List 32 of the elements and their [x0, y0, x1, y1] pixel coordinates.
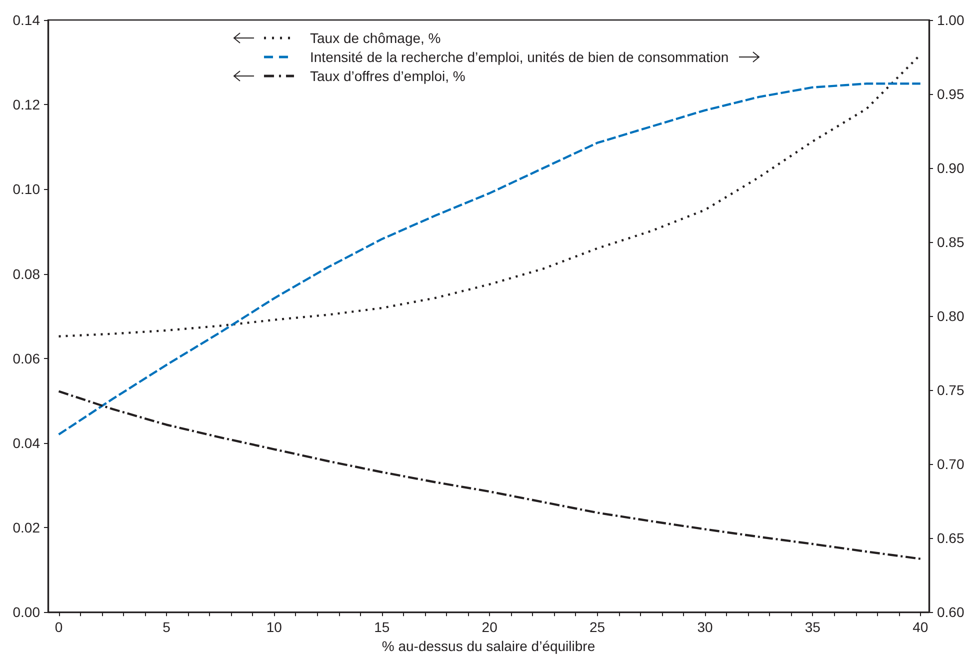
x-tick-label: 15	[374, 619, 390, 636]
legend-label: Intensité de la recherche d’emploi, unités de bien de consommation	[310, 48, 729, 64]
y2-tick-label: 0.80	[937, 308, 964, 324]
x-tick-label: 35	[804, 619, 821, 636]
y-tick-label: 0.04	[12, 434, 40, 451]
y-tick-label: 0.08	[12, 266, 40, 282]
x-tick-label: 0	[54, 619, 63, 636]
y2-tick-label: 1.00	[937, 12, 964, 28]
y2-tick-label: 0.85	[937, 234, 964, 250]
y-tick-label: 0.14	[12, 12, 40, 28]
y2-tick-label: 0.70	[937, 456, 964, 472]
y2-tick-label: 0.60	[937, 604, 964, 620]
x-axis-title: % au-dessus du salaire d’équilibre	[382, 638, 596, 654]
y-tick-label: 0.00	[12, 604, 40, 620]
x-tick-label: 40	[912, 619, 928, 636]
x-tick-label: 10	[266, 619, 282, 636]
line-series	[58, 82, 922, 436]
y2-tick-label: 0.95	[937, 86, 964, 102]
y2-tick-label: 0.75	[937, 382, 964, 398]
y-tick-label: 0.12	[12, 96, 40, 113]
y-tick-label: 0.06	[12, 350, 40, 366]
legend-label: Taux d’offres d’emploi, %	[310, 68, 466, 84]
line-series	[58, 390, 922, 560]
y2-tick-label: 0.90	[937, 160, 964, 176]
y-tick-label: 0.02	[12, 520, 40, 536]
y2-tick-label: 0.65	[937, 530, 964, 546]
x-tick-label: 20	[482, 619, 498, 636]
legend-label: Taux de chômage, %	[310, 30, 441, 46]
x-tick-label: 30	[697, 619, 713, 636]
x-tick-label: 5	[162, 619, 171, 636]
y-tick-label: 0.10	[12, 181, 40, 198]
x-tick-label: 25	[589, 619, 606, 636]
